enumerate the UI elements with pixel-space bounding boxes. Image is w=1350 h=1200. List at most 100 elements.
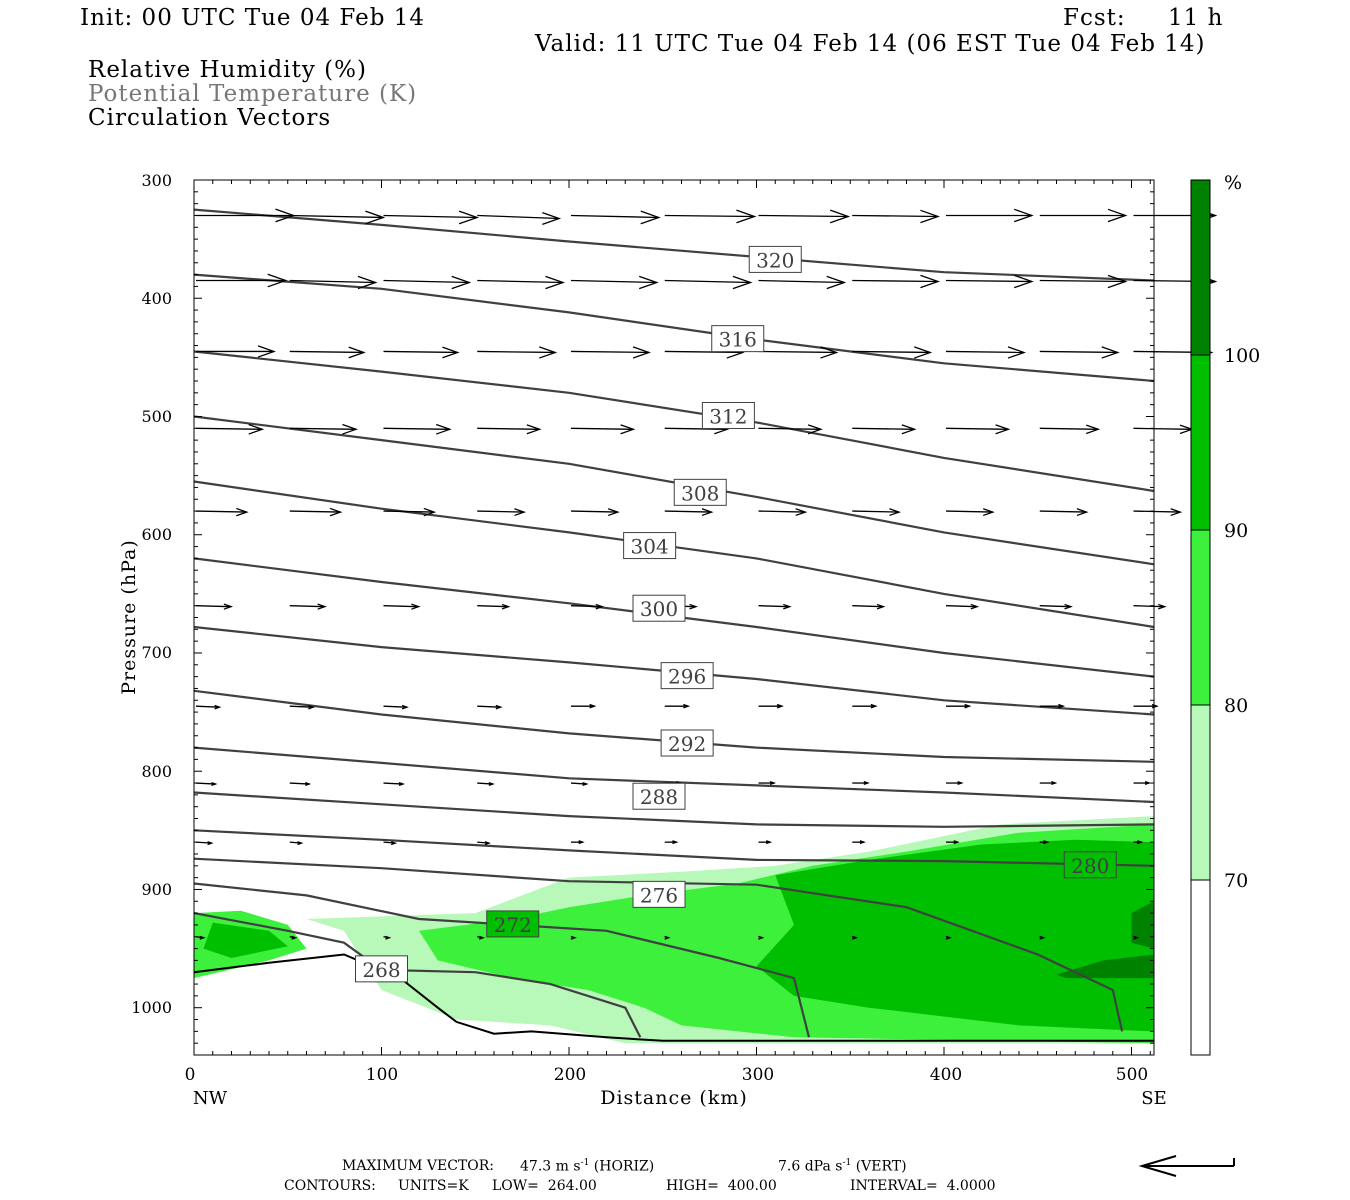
x-end-label-se: SE [1141, 1088, 1166, 1109]
contour-label-292: 292 [668, 732, 706, 756]
valid-time: Valid: 11 UTC Tue 04 Feb 14 (06 EST Tue … [535, 31, 1206, 57]
contour-label-296: 296 [668, 665, 706, 689]
vector-arrow [289, 210, 386, 225]
vector-arrow [852, 603, 886, 610]
theta-contour-1 [193, 273, 1155, 383]
vector-arrow [477, 782, 495, 787]
contour-label-box-288 [632, 782, 686, 810]
theta-contour-9 [193, 791, 1155, 828]
vector-arrow [852, 508, 902, 517]
contour-label-box-308 [673, 478, 727, 506]
vector-arrow [945, 935, 952, 940]
field-theta-title: Potential Temperature (K) [88, 81, 418, 107]
terrain [193, 953, 1154, 1042]
contour-label-268: 268 [362, 958, 400, 982]
contour-label-box-272 [486, 910, 540, 938]
contour-label-272: 272 [494, 913, 532, 937]
vector-arrow [570, 782, 589, 787]
vector-arrow [758, 346, 839, 359]
vector-arrow [195, 704, 222, 710]
field-vector-title: Circulation Vectors [88, 105, 332, 131]
contour-label-box-304 [623, 532, 677, 560]
vector-arrow [289, 346, 366, 359]
vector-arrow [383, 507, 437, 517]
vector-arrow [289, 841, 304, 846]
y-tick-label-600: 600 [141, 525, 172, 544]
max-vector-horiz-exp: -1 [580, 1158, 590, 1168]
rh-region-100-5 [1056, 954, 1154, 979]
theta-contour-11 [193, 857, 1124, 1032]
rh-region-100-6 [1131, 901, 1154, 949]
theta-contour-2 [193, 350, 1155, 493]
max-vector-horiz-unit: (HORIZ) [593, 1158, 655, 1175]
vector-arrow [289, 603, 327, 610]
vector-arrow [289, 935, 298, 940]
vector-arrow [477, 704, 503, 710]
vector-arrow [289, 507, 343, 517]
vector-arrow [1133, 508, 1183, 517]
vector-arrow [383, 346, 460, 359]
vector-arrow [196, 345, 276, 358]
contour-label-box-300 [632, 594, 686, 622]
contours-interval: INTERVAL= 4.0000 [850, 1178, 996, 1194]
contour-label-box-320 [748, 245, 802, 273]
forecast-hour: 11 h [1168, 5, 1224, 31]
vector-arrow [758, 781, 777, 786]
vector-arrow [946, 781, 964, 786]
theta-contour-3 [193, 415, 1155, 566]
vector-arrow [664, 935, 671, 940]
vector-arrow [477, 346, 558, 359]
y-tick-label-900: 900 [141, 880, 172, 899]
vector-arrow [758, 840, 773, 845]
vector-arrow [477, 508, 527, 517]
vector-arrow [570, 508, 620, 517]
vector-arrow [664, 275, 753, 290]
contour-label-280: 280 [1071, 854, 1109, 878]
vector-arrow [477, 935, 486, 940]
vector-arrow [477, 275, 566, 290]
vector-arrow [758, 935, 765, 940]
vector-arrow [852, 703, 878, 709]
vector-arrow [289, 782, 312, 787]
vector-arrow [945, 603, 980, 610]
x-tick-label-4: 400 [930, 1065, 962, 1085]
y-tick-label-300: 300 [141, 171, 172, 190]
vector-arrow [758, 275, 847, 290]
vector-arrow [383, 935, 392, 940]
theta-contour-8 [193, 746, 1155, 804]
vector-arrow [571, 840, 585, 845]
colorbar-seg-100 [1190, 179, 1211, 356]
contour-label-304: 304 [631, 535, 669, 559]
vector-arrow [195, 423, 265, 435]
contours-units: UNITS=K [398, 1178, 469, 1194]
vector-arrow [383, 423, 452, 435]
vector-arrow [852, 209, 941, 224]
vector-arrow [946, 840, 960, 845]
x-axis-label: Distance (km) [600, 1087, 748, 1109]
vector-arrow [852, 840, 866, 845]
vector-arrow [383, 841, 398, 846]
contours-high: HIGH= 400.00 [666, 1178, 777, 1194]
vector-arrow [758, 209, 851, 224]
vector-arrow [1039, 424, 1101, 435]
vector-arrow [570, 424, 636, 435]
colorbar-seg-80 [1190, 529, 1211, 706]
vector-arrow [477, 211, 562, 225]
vector-arrow [383, 210, 480, 225]
axes [193, 179, 1154, 1056]
vector-arrow [1039, 603, 1073, 610]
vector-arrow [852, 424, 917, 435]
vector-arrow [1039, 508, 1089, 517]
x-tick-label-5: 500 [1116, 1065, 1148, 1085]
theta-contour-13 [193, 912, 642, 1038]
vector-arrow [570, 275, 659, 290]
y-tick-label-400: 400 [141, 289, 172, 308]
vector-arrow [945, 274, 1034, 289]
vector-arrow [477, 841, 491, 846]
vector-arrow [945, 424, 1011, 435]
colorbar-seg-90 [1190, 354, 1211, 531]
y-axis-label: Pressure (hPa) [118, 539, 140, 695]
colorbar [1190, 179, 1211, 1056]
vector-arrow [851, 935, 859, 940]
field-rh-title: Relative Humidity (%) [88, 57, 367, 83]
